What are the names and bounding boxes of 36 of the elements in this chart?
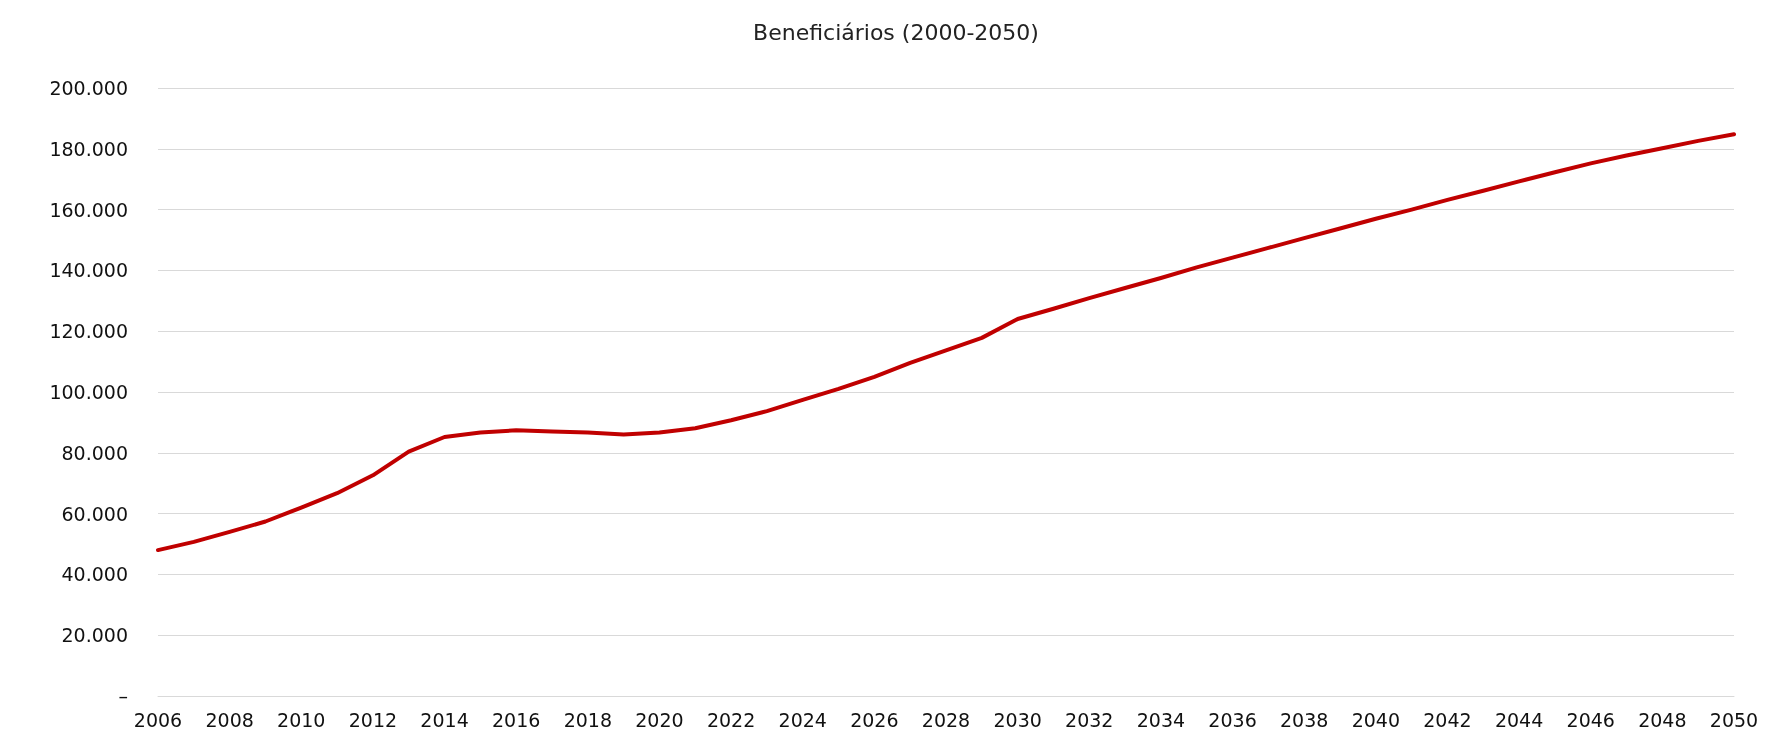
y-tick-label: 200.000 bbox=[49, 77, 128, 99]
x-tick-label: 2022 bbox=[706, 708, 756, 731]
x-tick-label: 2040 bbox=[1351, 708, 1400, 731]
x-tick-label: 2024 bbox=[778, 708, 827, 731]
x-tick-label: 2028 bbox=[921, 708, 971, 731]
x-tick-label: 2048 bbox=[1638, 708, 1687, 731]
y-tick-label: 160.000 bbox=[49, 198, 128, 221]
line-series bbox=[156, 132, 1736, 553]
x-tick-label: 2036 bbox=[1208, 708, 1257, 731]
y-tick-label: 20.000 bbox=[61, 624, 128, 647]
y-tick-label: 180.000 bbox=[49, 137, 128, 160]
y-tick-label: 100.000 bbox=[49, 381, 128, 403]
x-tick-label: 2032 bbox=[1065, 708, 1114, 731]
x-tick-label: 2018 bbox=[563, 708, 612, 731]
x-tick-label: 2038 bbox=[1280, 708, 1329, 731]
x-tick-label: 2006 bbox=[133, 708, 183, 731]
x-tick-label: 2008 bbox=[205, 708, 254, 731]
x-tick-label: 2010 bbox=[277, 708, 326, 731]
y-tick-label: 140.000 bbox=[49, 259, 128, 282]
x-tick-label: 2050 bbox=[1709, 708, 1759, 731]
y-tick-label: 120.000 bbox=[49, 320, 128, 343]
x-tick-label: 2014 bbox=[420, 708, 469, 731]
y-tick-label: 60.000 bbox=[61, 502, 128, 525]
x-tick-label: 2020 bbox=[635, 708, 684, 731]
y-tick-label: 80.000 bbox=[61, 441, 128, 464]
x-tick-label: 2012 bbox=[348, 708, 398, 731]
x-tick-label: 2044 bbox=[1494, 708, 1544, 731]
chart-title: Beneficiários (2000-2050) bbox=[753, 19, 1039, 45]
x-tick-label: 2030 bbox=[993, 708, 1042, 731]
x-tick-label: 2042 bbox=[1423, 708, 1472, 731]
x-tick-label: 2046 bbox=[1566, 708, 1615, 731]
y-tick-label: – bbox=[118, 685, 128, 707]
x-tick-label: 2026 bbox=[850, 708, 899, 731]
y-tick-label: 40.000 bbox=[61, 563, 128, 586]
x-tick-label: 2034 bbox=[1136, 708, 1186, 731]
x-tick-label: 2016 bbox=[492, 708, 541, 731]
